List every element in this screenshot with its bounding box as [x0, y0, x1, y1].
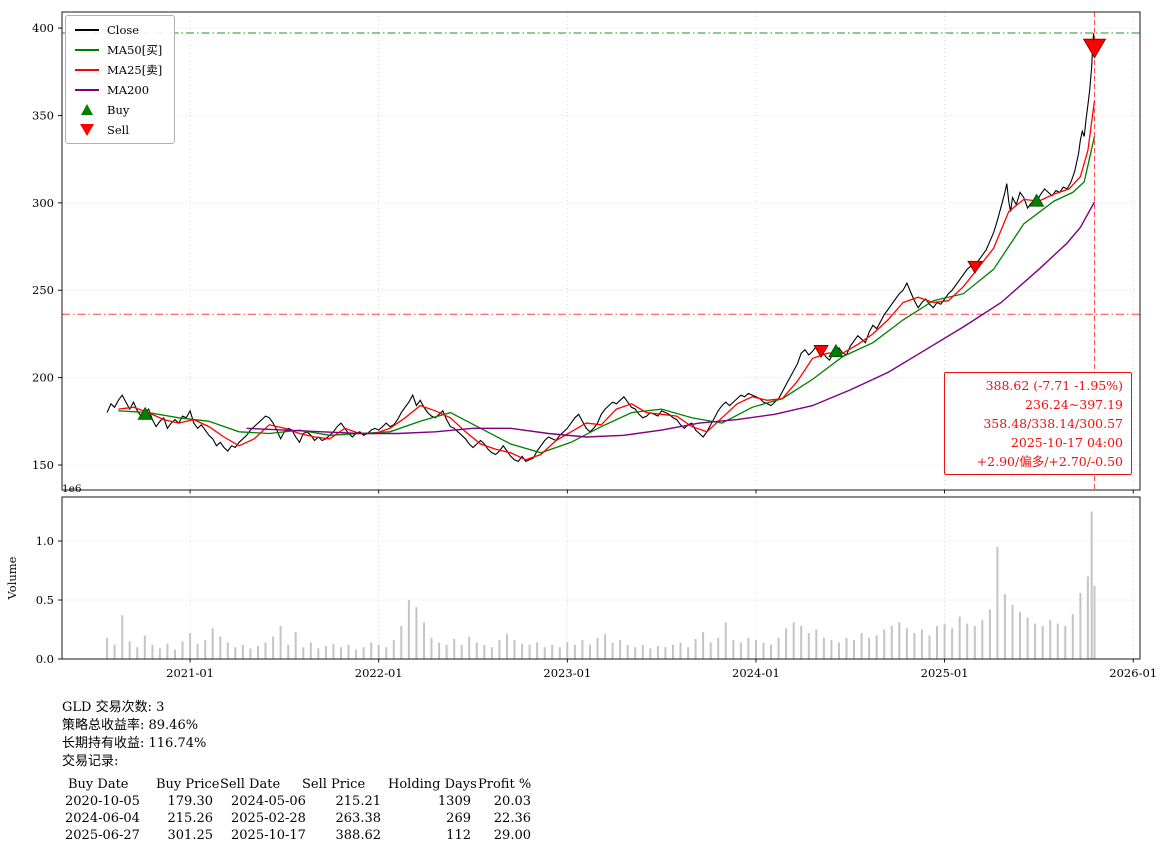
cell: 2024-06-04 — [65, 811, 140, 826]
legend-item-ma25: MA25[卖] — [74, 62, 163, 77]
annotation-signal: +2.90/偏多/+2.70/-0.50 — [976, 454, 1123, 469]
ma25-line — [118, 100, 1096, 461]
stats-block: GLD 交易次数: 3 策略总收益率: 89.46% 长期持有收益: 116.7… — [62, 699, 534, 844]
cell: 1309 — [437, 794, 471, 809]
legend: Close MA50[买] MA25[卖] MA200 Buy Sell — [65, 15, 176, 144]
ma50-line-swatch — [74, 48, 100, 51]
close-line-swatch — [74, 28, 100, 31]
cell: 2025-02-28 — [231, 811, 306, 826]
sell-marker — [813, 345, 829, 359]
col-buy-price: Buy Price — [156, 777, 220, 792]
price-panel-border — [61, 11, 1141, 491]
table-row: 2024-06-04 215.26 2025-02-28 263.38 269 … — [62, 810, 534, 827]
buy-marker — [828, 343, 844, 357]
price-tick-label: 150 — [32, 458, 54, 472]
legend-item-sell: Sell — [74, 122, 162, 137]
x-tick-label: 2021-01 — [166, 666, 214, 680]
legend-label: MA25[卖] — [107, 62, 163, 77]
col-holding-days: Holding Days — [388, 777, 477, 792]
cell: 179.30 — [167, 794, 214, 809]
price-tick-label: 350 — [32, 108, 54, 122]
volume-bars — [106, 511, 1096, 659]
x-tick-label: 2023-01 — [543, 666, 591, 680]
x-tick-label: 2022-01 — [355, 666, 403, 680]
cell: 29.00 — [493, 828, 531, 843]
stat-trades-count: GLD 交易次数: 3 — [62, 700, 165, 715]
cell: 2020-10-05 — [65, 794, 140, 809]
gridlines — [62, 12, 1140, 660]
buy-marker-icon — [74, 104, 100, 115]
cell: 215.26 — [167, 811, 214, 826]
legend-label: Buy — [107, 102, 130, 117]
legend-label: Sell — [107, 122, 130, 137]
volume-tick-label: 1.0 — [36, 534, 54, 548]
close-line — [106, 33, 1096, 463]
volume-panel-border — [61, 496, 1141, 660]
legend-item-ma200: MA200 — [74, 82, 162, 97]
x-tick-label: 2026-01 — [1109, 666, 1157, 680]
col-profit: Profit % — [478, 777, 532, 792]
cell: 22.36 — [493, 811, 531, 826]
legend-item-ma50: MA50[买] — [74, 42, 163, 57]
stat-records-label: 交易记录: — [62, 754, 119, 769]
cell: 301.25 — [167, 828, 214, 843]
cell: 20.03 — [493, 794, 531, 809]
ma200-line — [246, 201, 1096, 438]
last-sell-marker — [1082, 38, 1107, 59]
stat-buyhold-return: 长期持有收益: 116.74% — [62, 736, 207, 751]
cell: 112 — [446, 828, 471, 843]
stat-strategy-return: 策略总收益率: 89.46% — [62, 718, 199, 733]
annotation-ma-values: 358.48/338.14/300.57 — [983, 416, 1123, 431]
cell: 2025-10-17 — [231, 828, 306, 843]
x-tick-label: 2024-01 — [732, 666, 780, 680]
legend-item-buy: Buy — [74, 102, 162, 117]
volume-tick-label: 0.0 — [36, 652, 54, 666]
trade-table: Buy Date Buy Price Sell Date Sell Price … — [62, 776, 534, 844]
legend-label: MA200 — [107, 82, 150, 97]
col-sell-date: Sell Date — [220, 777, 281, 792]
annotation-box: 388.62 (-7.71 -1.95%) 236.24~397.19 358.… — [944, 372, 1132, 475]
annotation-range: 236.24~397.19 — [1025, 397, 1123, 412]
cell: 2024-05-06 — [231, 794, 306, 809]
cell: 269 — [446, 811, 471, 826]
x-tick-label: 2025-01 — [921, 666, 969, 680]
trade-table-header: Buy Date Buy Price Sell Date Sell Price … — [62, 776, 534, 793]
volume-tick-label: 0.5 — [36, 593, 54, 607]
volume-axis-label: Volume — [5, 556, 19, 600]
table-row: 2025-06-27 301.25 2025-10-17 388.62 112 … — [62, 827, 534, 844]
legend-item-close: Close — [74, 22, 162, 37]
legend-label: Close — [107, 22, 140, 37]
legend-label: MA50[买] — [107, 42, 163, 57]
price-tick-label: 200 — [32, 371, 54, 385]
price-tick-label: 250 — [32, 283, 54, 297]
chart-canvas: 150 200 250 300 350 400 0.0 0.5 1.0 2021-01 2022-0… — [5, 11, 1157, 680]
ma25-line-swatch — [74, 68, 100, 71]
price-tick-label: 400 — [32, 21, 54, 35]
cell: 215.21 — [335, 794, 382, 809]
volume-scale-label: 1e6 — [62, 483, 82, 495]
cell: 388.62 — [335, 828, 382, 843]
annotation-datetime: 2025-10-17 04:00 — [1010, 435, 1123, 450]
ma200-line-swatch — [74, 88, 100, 91]
col-buy-date: Buy Date — [68, 777, 129, 792]
sell-marker-icon — [74, 123, 100, 136]
table-row: 2020-10-05 179.30 2024-05-06 215.21 1309… — [62, 793, 534, 810]
price-tick-label: 300 — [32, 196, 54, 210]
cell: 2025-06-27 — [65, 828, 140, 843]
buy-marker — [1028, 193, 1045, 207]
col-sell-price: Sell Price — [302, 777, 366, 792]
sell-marker — [967, 260, 983, 274]
annotation-last-price: 388.62 (-7.71 -1.95%) — [985, 378, 1123, 393]
cell: 263.38 — [335, 811, 382, 826]
buy-marker — [137, 406, 153, 420]
ma50-line — [118, 136, 1096, 454]
